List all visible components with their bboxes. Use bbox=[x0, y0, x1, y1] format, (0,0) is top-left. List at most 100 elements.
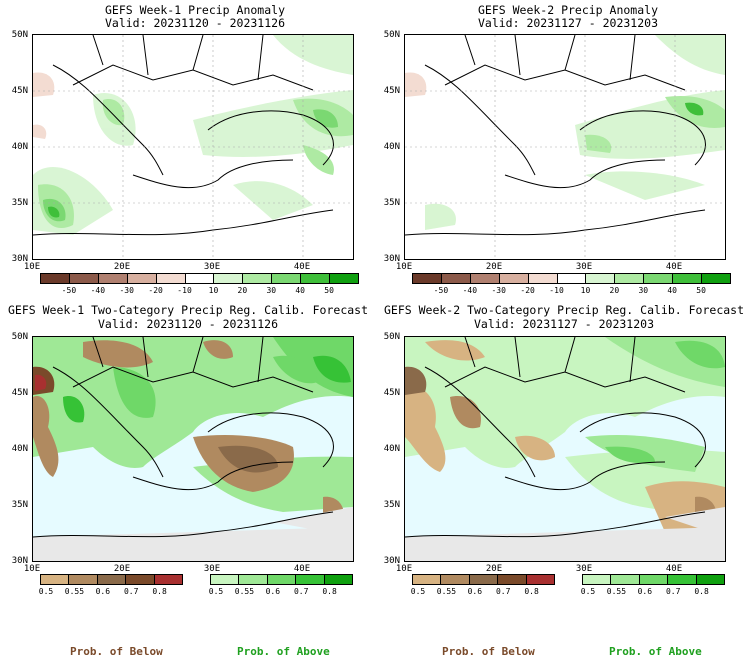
panel1-colorbar-label: 30 bbox=[266, 286, 277, 295]
panel3-lat-30n: 30N bbox=[11, 556, 28, 566]
panel2-colorbar-swatch-1 bbox=[440, 273, 471, 284]
panel3-above-swatch-2 bbox=[266, 574, 297, 585]
panel3-below-swatch-4 bbox=[153, 574, 183, 585]
panel1-colorbar-label: 20 bbox=[237, 286, 248, 295]
panel3-lon-20e: 20E bbox=[113, 564, 131, 574]
panel2-colorbar-label: -20 bbox=[520, 286, 535, 295]
panel1-colorbar-swatch-4 bbox=[155, 273, 186, 284]
panel1-colorbar-label: 40 bbox=[295, 286, 305, 295]
panel4-above-label: 0.5 bbox=[580, 587, 596, 596]
panel2-colorbar-label: 40 bbox=[667, 286, 677, 295]
panel2-map-graphic bbox=[405, 35, 725, 259]
panel3-below-label: 0.7 bbox=[123, 587, 139, 596]
panel3-lat-40n: 40N bbox=[11, 444, 28, 454]
panel4-below-label: 0.8 bbox=[524, 587, 539, 596]
panel4-below-label: 0.55 bbox=[436, 587, 457, 596]
panel4-above-label: 0.6 bbox=[637, 587, 653, 596]
panel3-map bbox=[32, 336, 354, 562]
panel1-colorbar-label: -30 bbox=[119, 286, 134, 295]
panel1-colorbar-label: -10 bbox=[177, 286, 192, 295]
panel4-lon-10e: 10E bbox=[395, 564, 413, 574]
panel2-colorbar-label: -30 bbox=[491, 286, 506, 295]
panel1-title: GEFS Week-1 Precip Anomaly bbox=[104, 3, 285, 17]
panel3-valid: Valid: 20231120 - 20231126 bbox=[97, 317, 278, 331]
panel2-colorbar-label: 50 bbox=[696, 286, 706, 295]
panel3-title: GEFS Week-1 Two-Category Precip Reg. Cal… bbox=[7, 303, 369, 317]
panel4-lat-40n: 40N bbox=[383, 444, 400, 454]
panel2-colorbar-label: -50 bbox=[433, 286, 449, 295]
panel2-colorbar-swatch-9 bbox=[672, 273, 703, 284]
panel3-lon-40e: 40E bbox=[293, 564, 311, 574]
panel4-above-swatch-4 bbox=[695, 574, 725, 585]
panel1-colorbar-swatch-3 bbox=[126, 273, 157, 284]
panel2-colorbar: -50 -40 -30 -20 -10 10 20 30 40 50 bbox=[412, 273, 731, 301]
panel2-lat-30n: 30N bbox=[383, 254, 400, 264]
panel4-below-swatch-0 bbox=[412, 574, 442, 585]
panel2-colorbar-swatch-2 bbox=[469, 273, 500, 284]
panel1-lat-50n: 50N bbox=[11, 30, 28, 40]
panel3-below-swatch-1 bbox=[68, 574, 98, 585]
panel2-colorbar-swatch-8 bbox=[643, 273, 674, 284]
panel3-lon-30e: 30E bbox=[203, 564, 221, 574]
panel3-above-label: 0.8 bbox=[322, 587, 337, 596]
panel1-colorbar-label: -20 bbox=[148, 286, 163, 295]
panel2-colorbar-swatch-10 bbox=[701, 273, 731, 284]
panel2-colorbar-label: 20 bbox=[609, 286, 620, 295]
panel4-below-label: 0.5 bbox=[410, 587, 426, 596]
panel3-below-label: 0.55 bbox=[64, 587, 85, 596]
panel2-colorbar-label: 10 bbox=[580, 286, 591, 295]
panel4-lon-40e: 40E bbox=[665, 564, 683, 574]
panel1-map-graphic bbox=[33, 35, 353, 259]
panel3-lat-45n: 45N bbox=[11, 388, 28, 398]
panel2-lat-45n: 45N bbox=[383, 86, 400, 96]
panel4-above-label: 0.55 bbox=[606, 587, 627, 596]
panel3-below-swatch-2 bbox=[96, 574, 127, 585]
panel3-lon-10e: 10E bbox=[23, 564, 41, 574]
panel4-below-swatch-3 bbox=[497, 574, 527, 585]
panel2-lon-30e: 30E bbox=[575, 262, 593, 272]
panel4-below-label: 0.6 bbox=[467, 587, 483, 596]
panel4-below-swatch-1 bbox=[440, 574, 470, 585]
panel2-lat-50n: 50N bbox=[383, 30, 400, 40]
panel3-above-swatch-4 bbox=[323, 574, 353, 585]
panel2-lon-20e: 20E bbox=[485, 262, 503, 272]
panel3-below-label: 0.8 bbox=[152, 587, 167, 596]
panel2-colorbar-label: -40 bbox=[462, 286, 478, 295]
panel4-title: GEFS Week-2 Two-Category Precip Reg. Cal… bbox=[383, 303, 745, 317]
panel4-lat-35n: 35N bbox=[383, 500, 400, 510]
left-prob-above-label: Prob. of Above bbox=[237, 645, 330, 658]
panel3-below-label: 0.5 bbox=[38, 587, 54, 596]
panel4-lat-30n: 30N bbox=[383, 556, 400, 566]
panel3-lat-50n: 50N bbox=[11, 332, 28, 342]
panel4-below-colorbar: 0.5 0.55 0.6 0.7 0.8 bbox=[410, 574, 555, 602]
panel3-above-swatch-0 bbox=[210, 574, 240, 585]
panel3-below-label: 0.6 bbox=[95, 587, 111, 596]
panel1-valid: Valid: 20231120 - 20231126 bbox=[104, 16, 285, 30]
panel4-map bbox=[404, 336, 726, 562]
panel2-colorbar-swatch-5 bbox=[556, 273, 587, 284]
panel3-below-colorbar: 0.5 0.55 0.6 0.7 0.8 bbox=[38, 574, 183, 602]
panel1-map bbox=[32, 34, 354, 260]
panel1-lat-35n: 35N bbox=[11, 198, 28, 208]
panel4-valid: Valid: 20231127 - 20231203 bbox=[473, 317, 654, 331]
panel4-lon-30e: 30E bbox=[575, 564, 593, 574]
panel4-lat-45n: 45N bbox=[383, 388, 400, 398]
panel1-lon-40e: 40E bbox=[293, 262, 311, 272]
right-prob-below-label: Prob. of Below bbox=[442, 645, 535, 658]
panel1-lon-30e: 30E bbox=[203, 262, 221, 272]
panel2-colorbar-swatch-3 bbox=[498, 273, 529, 284]
panel2-lon-40e: 40E bbox=[665, 262, 683, 272]
panel4-above-colorbar: 0.5 0.55 0.6 0.7 0.8 bbox=[580, 574, 725, 602]
panel1-colorbar-swatch-2 bbox=[97, 273, 128, 284]
panel2-lat-35n: 35N bbox=[383, 198, 400, 208]
panel4-above-swatch-1 bbox=[610, 574, 640, 585]
panel3-below-swatch-0 bbox=[40, 574, 70, 585]
panel1-colorbar-swatch-10 bbox=[329, 273, 359, 284]
panel3-above-label: 0.55 bbox=[234, 587, 255, 596]
panel2-valid: Valid: 20231127 - 20231203 bbox=[477, 16, 658, 30]
panel3-above-label: 0.6 bbox=[265, 587, 281, 596]
panel1-lat-40n: 40N bbox=[11, 142, 28, 152]
panel1-colorbar-label: 10 bbox=[208, 286, 219, 295]
panel1-colorbar-label: -40 bbox=[90, 286, 106, 295]
panel2-colorbar-swatch-6 bbox=[585, 273, 616, 284]
